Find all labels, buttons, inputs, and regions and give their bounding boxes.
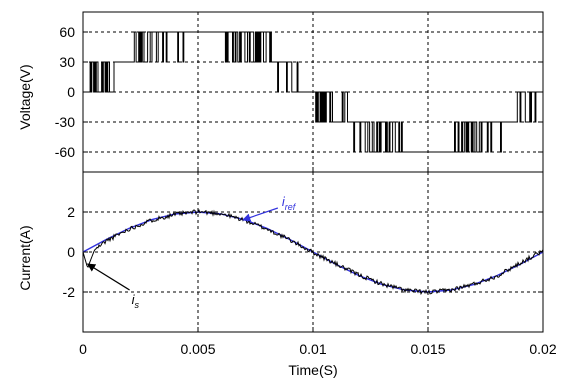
current-y-tick-label: 0 <box>67 244 75 260</box>
voltage-y-tick-label: 0 <box>67 84 75 100</box>
voltage-pwm-line <box>83 31 543 153</box>
current-panel: -2 0 2 0 0.005 0.01 0.015 0.02 Current(A) Time… <box>17 167 557 378</box>
current-series <box>82 208 544 296</box>
voltage-panel: -60 -30 0 30 60 Voltage(V) <box>17 11 544 173</box>
time-x-tick-label: 0.01 <box>299 341 326 357</box>
voltage-axis-label: Voltage(V) <box>17 64 33 129</box>
voltage-y-ticks: -60 -30 0 30 60 <box>55 24 543 160</box>
time-x-ticks: 0 0.005 0.01 0.015 0.02 <box>79 167 557 357</box>
time-axis-label: Time(S) <box>288 362 337 378</box>
time-x-tick-label: 0.02 <box>529 341 556 357</box>
current-line-i-s <box>82 208 544 296</box>
voltage-y-tick-label: 60 <box>59 24 75 40</box>
voltage-y-tick-label: 30 <box>59 54 75 70</box>
annotation-label-s: is <box>132 292 140 310</box>
time-x-tick-label: 0 <box>79 341 87 357</box>
current-y-tick-label: -2 <box>63 284 76 300</box>
time-x-tick-label: 0.005 <box>180 341 215 357</box>
annotation-arrow-ref <box>242 207 279 222</box>
time-x-tick-label: 0.015 <box>410 341 445 357</box>
voltage-series-pwm <box>83 31 543 153</box>
current-y-tick-label: 2 <box>67 204 75 220</box>
current-axis-label: Current(A) <box>17 225 33 290</box>
voltage-y-tick-label: -30 <box>55 114 75 130</box>
voltage-y-tick-label: -60 <box>55 144 75 160</box>
annotation-arrow-s <box>86 263 130 291</box>
current-y-ticks: -2 0 2 <box>63 204 543 300</box>
